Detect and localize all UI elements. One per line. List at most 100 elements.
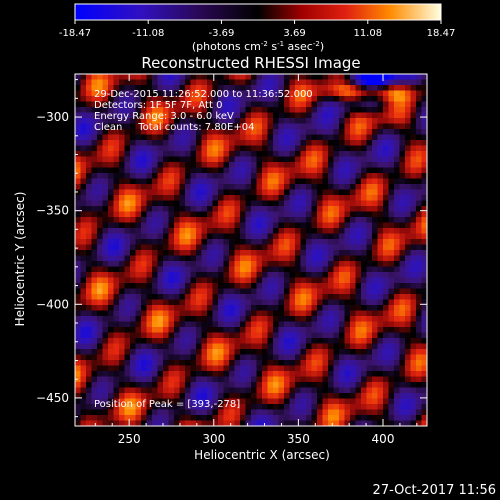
heatmap-cell (366, 387, 373, 394)
heatmap-cell (416, 90, 422, 97)
heatmap-cell (377, 206, 384, 212)
heatmap-cell (97, 79, 103, 86)
heatmap-cell (421, 310, 428, 317)
heatmap-cell (91, 101, 98, 108)
heatmap-cell (311, 200, 318, 207)
heatmap-cell (273, 343, 279, 350)
heatmap-cell (240, 162, 246, 168)
heatmap-cell (196, 244, 202, 251)
heatmap-cell (394, 90, 400, 97)
heatmap-cell (234, 96, 241, 102)
heatmap-cell (240, 101, 246, 108)
heatmap-cell (146, 398, 153, 405)
heatmap-cell (223, 327, 230, 333)
heatmap-cell (405, 156, 411, 163)
heatmap-cell (366, 250, 373, 256)
heatmap-cell (388, 85, 395, 91)
heatmap-cell (344, 294, 351, 300)
heatmap-cell (394, 228, 400, 234)
heatmap-cell (80, 299, 87, 306)
heatmap-cell (383, 222, 389, 229)
heatmap-cell (421, 316, 428, 322)
heatmap-cell (273, 365, 279, 372)
heatmap-cell (75, 398, 81, 405)
heatmap-cell (163, 327, 169, 333)
heatmap-cell (339, 365, 345, 372)
heatmap-cell (234, 250, 241, 256)
heatmap-cell (190, 195, 197, 201)
heatmap-cell (124, 321, 131, 328)
heatmap-cell (333, 409, 340, 416)
heatmap-cell (130, 162, 136, 168)
heatmap-cell (135, 156, 142, 163)
heatmap-cell (146, 404, 153, 410)
heatmap-cell (245, 398, 252, 405)
y-axis-label: Heliocentric Y (arcsec) (13, 192, 27, 327)
heatmap-cell (355, 85, 362, 91)
heatmap-cell (405, 409, 411, 416)
heatmap-cell (355, 261, 362, 267)
heatmap-cell (361, 321, 367, 328)
heatmap-cell (333, 178, 340, 185)
heatmap-cell (91, 134, 98, 141)
heatmap-cell (262, 316, 268, 322)
heatmap-cell (174, 360, 180, 366)
y-tick-label: −400 (36, 297, 69, 311)
heatmap-cell (361, 360, 367, 366)
heatmap-cell (273, 96, 279, 102)
heatmap-cell (80, 107, 87, 113)
heatmap-cell (278, 79, 285, 86)
heatmap-cell (284, 206, 290, 212)
heatmap-cell (267, 371, 274, 377)
heatmap-cell (383, 162, 389, 168)
heatmap-cell (141, 376, 147, 383)
heatmap-cell (146, 283, 153, 289)
heatmap-cell (75, 321, 81, 328)
heatmap-cell (174, 228, 180, 234)
heatmap-cell (185, 398, 191, 405)
heatmap-cell (328, 134, 334, 141)
heatmap-cell (185, 233, 191, 240)
heatmap-cell (355, 211, 362, 218)
heatmap-cell (355, 327, 362, 333)
heatmap-cell (130, 200, 136, 207)
heatmap-cell (240, 360, 246, 366)
heatmap-cell (135, 239, 142, 245)
heatmap-cell (240, 156, 246, 163)
heatmap-cell (267, 140, 274, 146)
heatmap-cell (322, 85, 329, 91)
heatmap-cell (119, 118, 125, 124)
heatmap-cell (399, 206, 406, 212)
heatmap-cell (163, 420, 169, 427)
heatmap-cell (344, 387, 351, 394)
heatmap-cell (421, 239, 428, 245)
heatmap-cell (311, 222, 318, 229)
info-annotations: 29-Dec-2015 11:26:52.000 to 11:36:52.000… (94, 89, 313, 410)
heatmap-cell (267, 277, 274, 284)
heatmap-cell (86, 79, 92, 86)
heatmap-cell (80, 162, 87, 168)
heatmap-cell (295, 371, 301, 377)
heatmap-cell (394, 354, 400, 361)
heatmap-cell (146, 189, 153, 196)
heatmap-cell (284, 299, 290, 306)
heatmap-cell (278, 354, 285, 361)
heatmap-cell (201, 277, 208, 284)
heatmap-cell (201, 316, 208, 322)
heatmap-cell (295, 261, 301, 267)
heatmap-cell (190, 90, 197, 97)
heatmap-cell (80, 305, 87, 311)
heatmap-cell (256, 360, 263, 366)
heatmap-cell (421, 387, 428, 394)
heatmap-cell (339, 288, 345, 295)
heatmap-cell (317, 261, 323, 267)
heatmap-cell (157, 79, 164, 86)
heatmap-cell (300, 349, 307, 355)
heatmap-cell (399, 85, 406, 91)
heatmap-cell (328, 316, 334, 322)
heatmap-cell (344, 409, 351, 416)
heatmap-cell (91, 360, 98, 366)
heatmap-cell (311, 272, 318, 278)
heatmap-cell (163, 206, 169, 212)
heatmap-cell (75, 420, 81, 427)
